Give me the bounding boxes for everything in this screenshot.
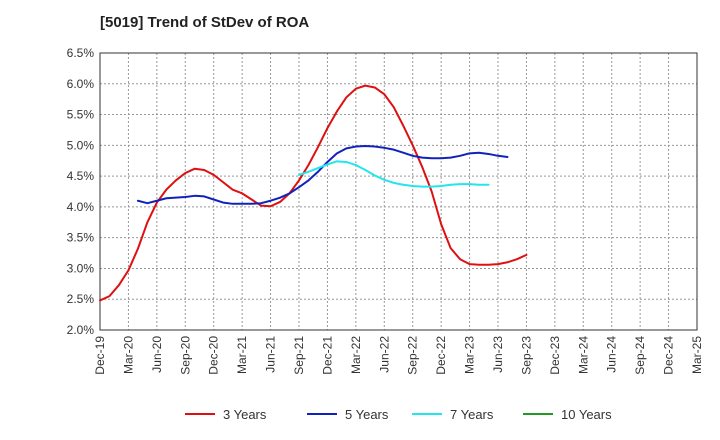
legend-label: 5 Years bbox=[345, 407, 389, 422]
plot-area bbox=[99, 52, 698, 331]
x-tick-label: Sep-20 bbox=[178, 336, 192, 375]
x-tick-label: Jun-22 bbox=[377, 336, 391, 373]
x-tick-label: Mar-23 bbox=[463, 336, 477, 374]
series-line-3-years bbox=[99, 84, 528, 302]
x-tick-label: Mar-20 bbox=[121, 336, 135, 374]
legend-label: 10 Years bbox=[561, 407, 612, 422]
x-tick-label: Dec-21 bbox=[320, 336, 334, 375]
legend-label: 7 Years bbox=[450, 407, 494, 422]
legend: 3 Years 5 Years 7 Years 10 Years bbox=[185, 407, 612, 422]
x-tick-label: Jun-23 bbox=[491, 336, 505, 373]
x-tick-label: Dec-20 bbox=[207, 336, 221, 375]
x-tick-label: Sep-21 bbox=[292, 336, 306, 375]
x-tick-label: Mar-21 bbox=[235, 336, 249, 374]
x-tick-label: Dec-24 bbox=[662, 336, 676, 375]
series-line-5-years bbox=[136, 144, 509, 205]
y-axis: 6.5% 6.0% 5.5% 5.0% 4.5% 4.0% 3.5% 3.0% 2.5% 2.0% bbox=[67, 46, 95, 337]
y-tick-label: 3.0% bbox=[67, 261, 95, 275]
x-axis: Dec-19 Mar-20 Jun-20 Sep-20 Dec-20 Mar-21 Jun-… bbox=[93, 336, 704, 375]
y-tick-label: 4.0% bbox=[67, 200, 95, 214]
y-tick-label: 5.0% bbox=[67, 138, 95, 152]
x-tick-label: Mar-22 bbox=[349, 336, 363, 374]
series-line-7-years bbox=[298, 160, 490, 188]
y-tick-label: 2.0% bbox=[67, 323, 95, 337]
x-tick-label: Jun-24 bbox=[605, 336, 619, 373]
x-tick-label: Dec-22 bbox=[434, 336, 448, 375]
chart-title: [5019] Trend of StDev of ROA bbox=[100, 14, 310, 31]
x-tick-label: Sep-22 bbox=[406, 336, 420, 375]
y-tick-label: 5.5% bbox=[67, 108, 95, 122]
y-tick-label: 3.5% bbox=[67, 231, 95, 245]
x-tick-label: Mar-24 bbox=[576, 336, 590, 374]
y-tick-label: 2.5% bbox=[67, 292, 95, 306]
x-tick-label: Dec-19 bbox=[93, 336, 107, 375]
x-tick-label: Jun-20 bbox=[150, 336, 164, 373]
x-tick-label: Mar-25 bbox=[690, 336, 704, 374]
x-tick-label: Dec-23 bbox=[548, 336, 562, 375]
series bbox=[99, 84, 528, 302]
x-tick-label: Sep-23 bbox=[519, 336, 533, 375]
y-tick-label: 6.5% bbox=[67, 46, 95, 60]
grid bbox=[99, 52, 698, 331]
y-tick-label: 6.0% bbox=[67, 77, 95, 91]
x-tick-label: Jun-21 bbox=[264, 336, 278, 373]
legend-label: 3 Years bbox=[223, 407, 267, 422]
y-tick-label: 4.5% bbox=[67, 169, 95, 183]
x-tick-label: Sep-24 bbox=[633, 336, 647, 375]
